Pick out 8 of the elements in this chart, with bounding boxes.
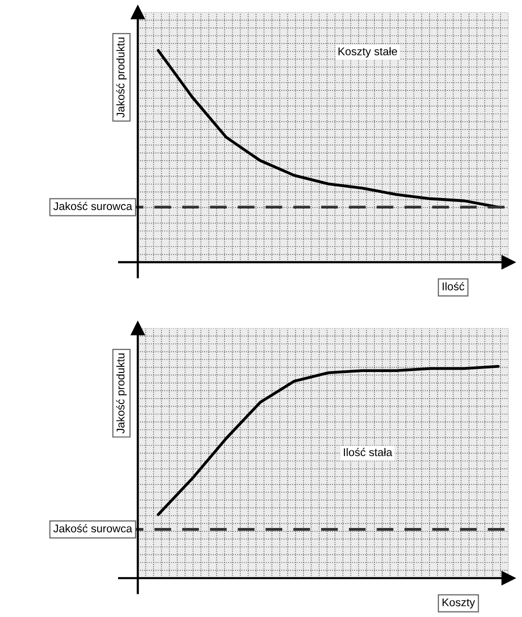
ref-line-label: Jakość surowca — [53, 202, 132, 210]
x-axis-title: Koszty — [442, 598, 476, 608]
ref-line-label: Jakość surowca — [53, 524, 132, 532]
annotation: Ilość stała — [344, 448, 392, 456]
y-axis-title: Jakość produktu — [116, 38, 127, 118]
annotation: Koszty stałe — [338, 47, 398, 58]
y-axis-title: Jakość produktu — [116, 353, 127, 434]
x-axis-title: Ilość — [442, 282, 464, 290]
